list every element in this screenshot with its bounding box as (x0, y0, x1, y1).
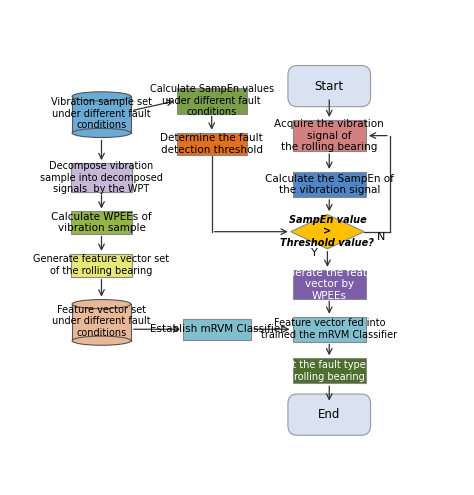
Text: Calculate the SampEn of
the vibration signal: Calculate the SampEn of the vibration si… (265, 174, 394, 195)
Ellipse shape (72, 92, 131, 101)
Text: Generate the feature
vector by
WPEEs: Generate the feature vector by WPEEs (274, 268, 384, 301)
FancyBboxPatch shape (292, 358, 366, 383)
FancyBboxPatch shape (292, 270, 366, 298)
Text: Determine the fault
detection threshold: Determine the fault detection threshold (160, 133, 263, 155)
FancyBboxPatch shape (71, 211, 132, 234)
Ellipse shape (72, 128, 131, 138)
Text: Calculate WPEEs of
vibration sample: Calculate WPEEs of vibration sample (51, 212, 152, 233)
Text: Feature vector fed into
trained the mRVM Classifier: Feature vector fed into trained the mRVM… (261, 318, 397, 340)
Text: Output the fault type of the
rolling bearing: Output the fault type of the rolling bea… (262, 360, 397, 382)
FancyBboxPatch shape (177, 133, 246, 155)
FancyBboxPatch shape (292, 317, 366, 342)
Text: SampEn value
>
Threshold value?: SampEn value > Threshold value? (281, 215, 374, 248)
Text: Feature vector set
under different fault
conditions: Feature vector set under different fault… (52, 305, 151, 338)
Text: Start: Start (315, 80, 344, 93)
Polygon shape (291, 214, 364, 249)
Text: Y: Y (311, 248, 318, 258)
Ellipse shape (72, 299, 131, 309)
Text: Generate feature vector set
of the rolling bearing: Generate feature vector set of the rolli… (34, 254, 170, 276)
FancyBboxPatch shape (71, 163, 132, 192)
FancyBboxPatch shape (183, 319, 251, 340)
FancyBboxPatch shape (288, 394, 371, 435)
FancyBboxPatch shape (292, 120, 366, 151)
Text: Establish mRVM Classifier: Establish mRVM Classifier (150, 324, 284, 334)
Text: Acquire the vibration
signal of
the rolling bearing: Acquire the vibration signal of the roll… (274, 119, 384, 152)
Ellipse shape (72, 336, 131, 346)
FancyBboxPatch shape (177, 88, 246, 113)
Text: End: End (318, 408, 340, 421)
FancyBboxPatch shape (72, 97, 131, 133)
Text: Vibration sample set
under different fault
conditions: Vibration sample set under different fau… (51, 97, 152, 130)
Text: N: N (377, 232, 386, 242)
FancyBboxPatch shape (72, 304, 131, 341)
Text: Calculate SampEn values
under different fault
conditions: Calculate SampEn values under different … (150, 84, 274, 117)
FancyBboxPatch shape (292, 172, 366, 197)
Text: Decompose vibration
sample into decomposed
signals  by the WPT: Decompose vibration sample into decompos… (40, 161, 163, 194)
FancyBboxPatch shape (71, 254, 132, 277)
FancyBboxPatch shape (288, 65, 371, 106)
